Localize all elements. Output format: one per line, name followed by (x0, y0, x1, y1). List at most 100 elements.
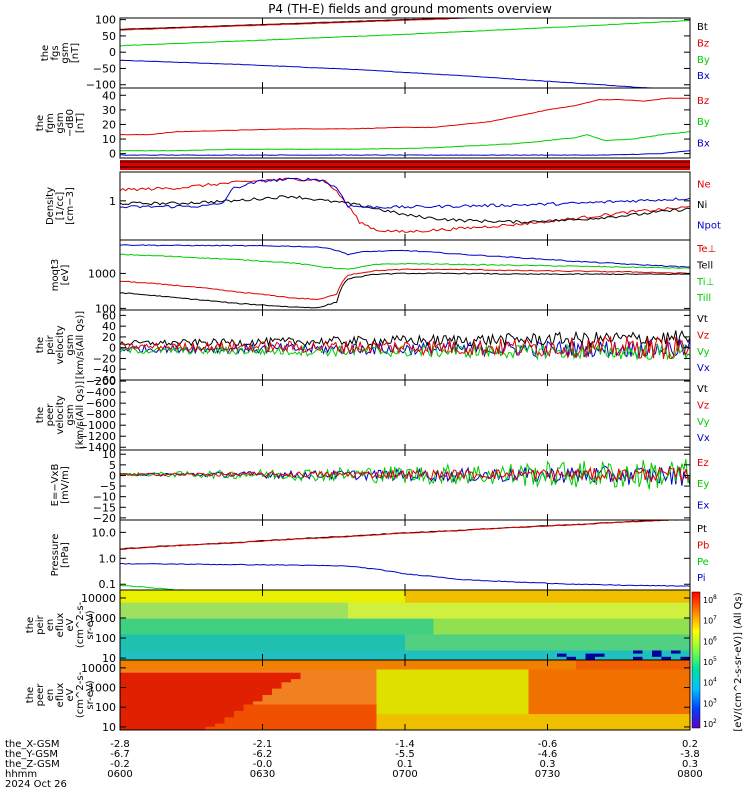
spectrogram-cell (566, 650, 577, 655)
spectrogram-cell (424, 691, 435, 696)
spectrogram-cell (642, 726, 653, 730)
spectrogram-cell (310, 618, 321, 623)
spectrogram-cell (234, 602, 245, 607)
spectrogram-cell (205, 602, 216, 607)
spectrogram-cell (253, 631, 264, 636)
spectrogram-cell (414, 679, 425, 683)
spectrogram-cell (148, 688, 159, 693)
spectrogram-cell (623, 605, 634, 610)
spectrogram-cell (215, 695, 226, 699)
spectrogram-cell (243, 605, 254, 610)
spectrogram-cell (148, 612, 159, 617)
spectrogram-cell (443, 688, 454, 693)
spectrogram-cell (566, 653, 577, 658)
spectrogram-cell (234, 682, 245, 687)
spectrogram-cell (300, 663, 311, 667)
spectrogram-cell (357, 714, 368, 718)
spectrogram-cell (642, 596, 653, 601)
spectrogram-cell (186, 605, 197, 610)
spectrogram-cell (471, 618, 482, 623)
spectrogram-cell (357, 663, 368, 667)
spectrogram-cell (671, 618, 682, 623)
spectrogram-cell (576, 691, 587, 696)
spectrogram-cell (376, 605, 387, 610)
spectrogram-cell (414, 650, 425, 655)
spectrogram-cell (405, 726, 416, 730)
spectrogram-cell (671, 647, 682, 652)
spectrogram-cell (234, 704, 245, 709)
spectrogram-cell (319, 698, 330, 702)
spectrogram-cell (186, 631, 197, 636)
spectrogram-cell (424, 640, 435, 645)
spectrogram-cell (405, 599, 416, 604)
spectrogram-cell (129, 653, 140, 658)
spectrogram-cell (424, 634, 435, 639)
spectrogram-cell (224, 710, 235, 715)
spectrogram-cell (329, 666, 340, 671)
spectrogram-cell (272, 653, 283, 658)
spectrogram-cell (196, 590, 207, 594)
spectrogram-cell (424, 723, 435, 728)
spectrogram-cell (509, 656, 520, 660)
spectrogram-cell (262, 637, 273, 642)
spectrogram-cell (129, 675, 140, 680)
spectrogram-cell (319, 628, 330, 632)
spectrogram-cell (129, 666, 140, 671)
spectrogram-cell (500, 669, 511, 674)
spectrogram-cell (585, 701, 596, 706)
y-tick-label: 100 (95, 14, 116, 27)
spectrogram-cell (177, 637, 188, 642)
spectrogram-cell (481, 618, 492, 623)
spectrogram-cell (234, 669, 245, 674)
spectrogram-cell (215, 618, 226, 623)
spectrogram-cell (281, 637, 292, 642)
spectrogram-cell (310, 701, 321, 706)
spectrogram-cell (310, 672, 321, 677)
spectrogram-cell (576, 707, 587, 712)
legend-entry: Ey (697, 479, 709, 490)
spectrogram-cell (224, 720, 235, 725)
spectrogram-cell (234, 726, 245, 730)
spectrogram-cell (338, 634, 349, 639)
spectrogram-cell (367, 663, 378, 667)
spectrogram-cell (538, 669, 549, 674)
spectrogram-cell (405, 602, 416, 607)
spectrogram-cell (272, 596, 283, 601)
spectrogram-cell (462, 631, 473, 636)
spectrogram-cell (129, 631, 140, 636)
spectrogram-cell (338, 701, 349, 706)
spectrogram-cell (576, 669, 587, 674)
spectrogram-cell (291, 726, 302, 730)
spectrogram-cell (376, 707, 387, 712)
spectrogram-cell (120, 640, 131, 645)
spectrogram-cell (205, 628, 216, 632)
spectrogram-cell (281, 660, 292, 664)
spectrogram-cell (386, 707, 397, 712)
spectrogram-cell (443, 650, 454, 655)
spectrogram-cell (243, 701, 254, 706)
spectrogram-cell (471, 625, 482, 629)
spectrogram-cell (585, 679, 596, 683)
spectrogram-cell (300, 625, 311, 629)
ephemeris-z: 0.1 (397, 759, 413, 770)
spectrogram-cell (196, 596, 207, 601)
spectrogram-cell (291, 707, 302, 712)
spectrogram-cell (186, 688, 197, 693)
spectrogram-cell (547, 637, 558, 642)
spectrogram-cell (215, 720, 226, 725)
spectrogram-cell (376, 688, 387, 693)
spectrogram-cell (262, 685, 273, 690)
spectrogram-cell (538, 672, 549, 677)
spectrogram-cell (443, 710, 454, 715)
spectrogram-cell (148, 590, 159, 594)
spectrogram-cell (614, 605, 625, 610)
spectrogram-cell (604, 631, 615, 636)
spectrogram-cell (509, 663, 520, 667)
y-axis-label: the (35, 407, 46, 423)
spectrogram-cell (538, 637, 549, 642)
spectrogram-cell (291, 695, 302, 699)
spectrogram-cell (215, 628, 226, 632)
spectrogram-cell (120, 707, 131, 712)
spectrogram-cell (633, 682, 644, 687)
